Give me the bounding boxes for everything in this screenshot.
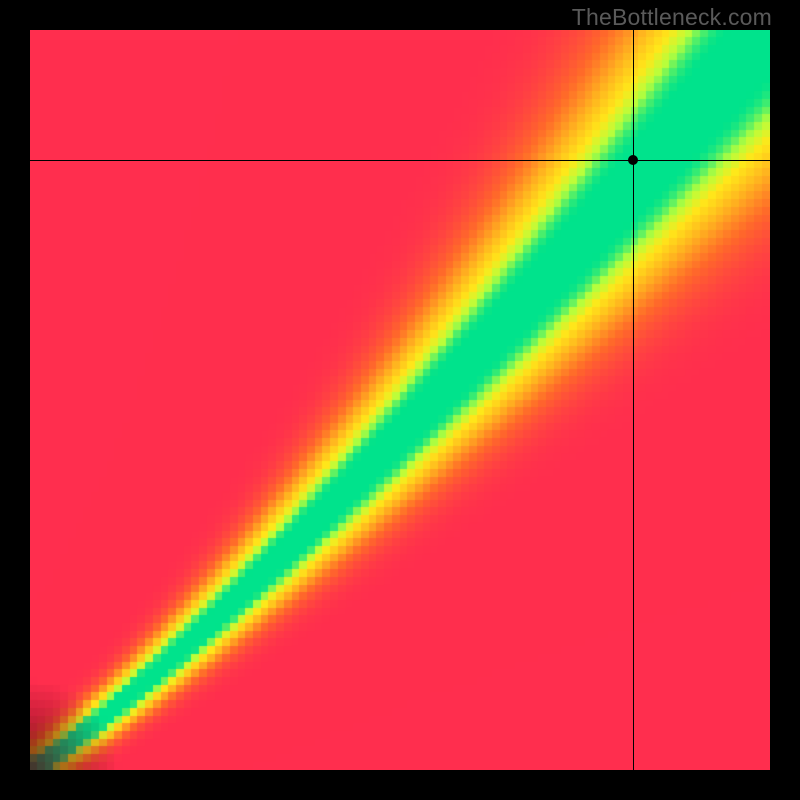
crosshair-vertical bbox=[633, 30, 634, 770]
selection-marker bbox=[628, 155, 638, 165]
chart-container: TheBottleneck.com bbox=[0, 0, 800, 800]
watermark-text: TheBottleneck.com bbox=[572, 4, 772, 31]
bottleneck-heatmap bbox=[30, 30, 770, 770]
crosshair-horizontal bbox=[30, 160, 770, 161]
